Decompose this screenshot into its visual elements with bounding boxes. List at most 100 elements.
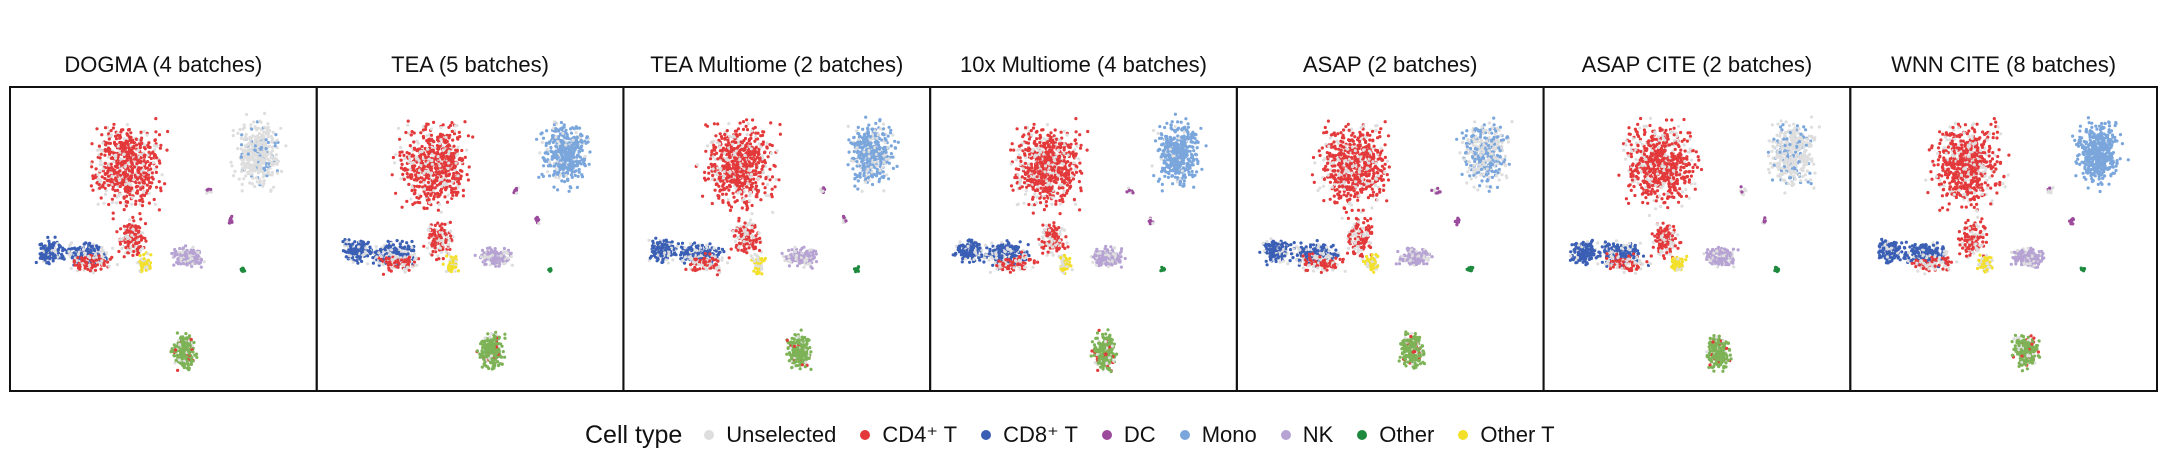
scatter-point bbox=[242, 177, 246, 181]
scatter-point bbox=[74, 248, 79, 252]
scatter-point bbox=[134, 143, 139, 147]
scatter-point bbox=[588, 150, 592, 154]
scatter-point bbox=[231, 134, 235, 138]
scatter-point bbox=[443, 164, 447, 168]
scatter-point bbox=[706, 177, 711, 181]
scatter-point bbox=[394, 152, 398, 157]
scatter-point bbox=[90, 259, 94, 263]
scatter-point bbox=[429, 133, 434, 137]
scatter-point bbox=[535, 137, 539, 141]
scatter-point bbox=[45, 261, 49, 265]
scatter-point bbox=[728, 155, 732, 159]
scatter-point bbox=[495, 355, 499, 360]
scatter-point bbox=[252, 120, 256, 124]
scatter-point bbox=[80, 259, 84, 263]
scatter-point bbox=[429, 187, 433, 191]
scatter-point bbox=[182, 363, 186, 367]
scatter-point bbox=[112, 151, 116, 155]
scatter-point bbox=[502, 246, 506, 251]
scatter-point bbox=[728, 208, 733, 212]
scatter-point bbox=[573, 148, 577, 152]
scatter-point bbox=[180, 339, 184, 343]
scatter-point bbox=[134, 153, 138, 157]
scatter-point bbox=[456, 145, 460, 149]
scatter-point bbox=[153, 138, 157, 143]
scatter-point bbox=[456, 174, 460, 178]
scatter-point bbox=[729, 205, 734, 209]
scatter-point bbox=[61, 249, 65, 253]
scatter-point bbox=[128, 218, 132, 222]
scatter-point bbox=[247, 158, 251, 162]
scatter-point bbox=[70, 247, 74, 251]
scatter-point bbox=[43, 255, 47, 259]
scatter-point bbox=[483, 336, 487, 340]
scatter-point bbox=[116, 131, 120, 135]
scatter-point bbox=[463, 120, 467, 124]
scatter-point bbox=[559, 120, 564, 125]
scatter-point bbox=[567, 158, 571, 162]
scatter-point bbox=[106, 179, 110, 183]
scatter-point bbox=[554, 144, 558, 148]
scatter-point bbox=[186, 367, 190, 371]
scatter-point bbox=[118, 136, 122, 140]
scatter-point bbox=[95, 127, 99, 131]
scatter-point bbox=[402, 260, 406, 264]
scatter-point bbox=[154, 170, 158, 174]
scatter-point bbox=[501, 259, 505, 263]
scatter-point bbox=[153, 167, 157, 171]
scatter-point bbox=[104, 251, 108, 255]
scatter-point bbox=[131, 215, 135, 219]
scatter-point bbox=[122, 255, 126, 259]
scatter-point bbox=[245, 161, 249, 165]
scatter-point bbox=[271, 130, 275, 134]
scatter-point bbox=[564, 143, 568, 147]
scatter-point bbox=[146, 144, 150, 148]
scatter-point bbox=[540, 140, 544, 144]
scatter-point bbox=[400, 258, 404, 262]
scatter-point bbox=[744, 124, 748, 128]
scatter-point bbox=[231, 128, 235, 133]
scatter-point bbox=[484, 262, 488, 266]
scatter-point bbox=[96, 247, 100, 252]
scatter-point bbox=[458, 177, 463, 181]
scatter-point bbox=[262, 166, 266, 171]
scatter-point bbox=[401, 172, 405, 176]
scatter-point bbox=[101, 141, 105, 145]
scatter-point bbox=[435, 183, 439, 187]
scatter-point bbox=[266, 140, 270, 145]
scatter-point bbox=[180, 251, 184, 255]
scatter-point bbox=[197, 261, 201, 265]
scatter-point bbox=[447, 149, 451, 153]
scatter-point bbox=[109, 150, 113, 154]
scatter-point bbox=[441, 133, 445, 137]
scatter-point bbox=[435, 236, 439, 240]
scatter-point bbox=[76, 252, 80, 256]
scatter-point bbox=[575, 144, 579, 148]
scatter-point bbox=[399, 252, 404, 256]
panel-points bbox=[34, 111, 288, 372]
scatter-point bbox=[503, 332, 507, 336]
scatter-point bbox=[350, 251, 354, 255]
scatter-point bbox=[377, 261, 381, 265]
scatter-point bbox=[83, 251, 87, 255]
scatter-point bbox=[398, 153, 402, 158]
scatter-point bbox=[110, 180, 114, 184]
scatter-point bbox=[455, 170, 459, 175]
scatter-point bbox=[557, 176, 561, 180]
scatter-point bbox=[272, 185, 276, 189]
scatter-point bbox=[541, 136, 546, 140]
scatter-point bbox=[152, 197, 156, 202]
scatter-point bbox=[102, 262, 106, 266]
scatter-point bbox=[556, 188, 560, 192]
scatter-point bbox=[118, 201, 122, 205]
scatter-point bbox=[247, 149, 251, 153]
scatter-point bbox=[96, 202, 100, 206]
scatter-point bbox=[479, 255, 483, 259]
scatter-point bbox=[456, 179, 460, 183]
scatter-point bbox=[52, 253, 56, 257]
scatter-point bbox=[143, 261, 147, 265]
scatter-point bbox=[754, 181, 758, 185]
scatter-point bbox=[445, 235, 449, 239]
scatter-point bbox=[185, 359, 189, 363]
scatter-point bbox=[710, 178, 714, 182]
